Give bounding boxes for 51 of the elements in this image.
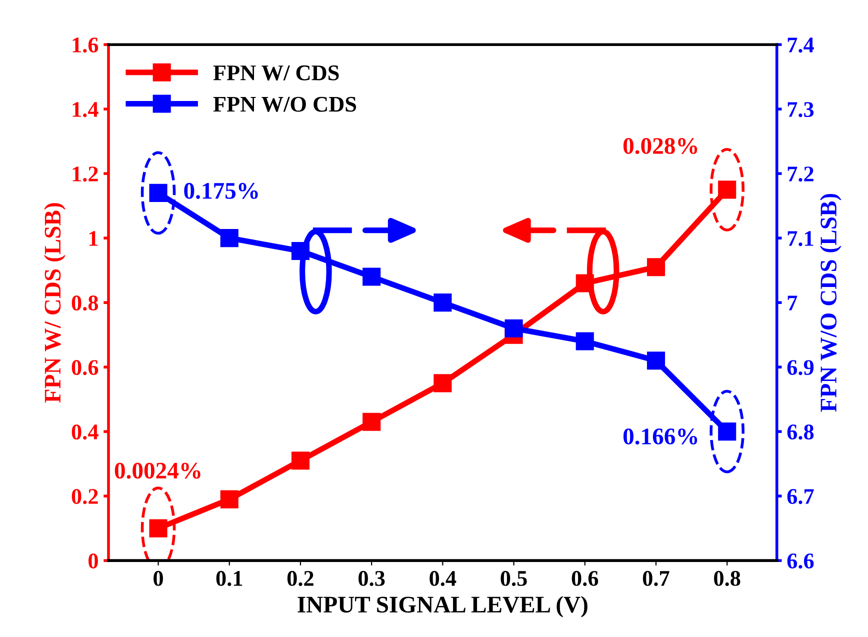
y2-tick-label: 6.8 [787, 424, 814, 440]
x-tick-label: 0.8 [714, 570, 740, 586]
annotation: 0.166% [623, 428, 698, 445]
point [576, 332, 594, 350]
y2-tick-label: 7.4 [788, 38, 814, 53]
y-tick-label: 0 [88, 553, 98, 568]
x-tick-label: 0.4 [430, 570, 456, 586]
y2-tick-label: 6.6 [787, 554, 814, 569]
x-tick-label: 0 [154, 570, 163, 586]
legend-label: FPN W/O CDS [213, 96, 356, 112]
legend-label: FPN W/ CDS [213, 65, 339, 80]
point [220, 229, 238, 248]
x-tick-label: 0.5 [500, 570, 527, 586]
x-tick-label: 0.6 [572, 570, 598, 586]
x-tick-label: 0.2 [287, 570, 314, 586]
y2-tick-label: 7.2 [788, 166, 814, 182]
point [362, 412, 381, 431]
point [291, 242, 310, 260]
x-tick-label: 0.3 [358, 570, 385, 586]
point [646, 258, 666, 276]
y-tick-label: 1.2 [72, 166, 98, 182]
point [434, 374, 452, 392]
y2-tick-label: 7.3 [788, 102, 814, 118]
y-tick-label: 0.8 [72, 296, 98, 311]
point [149, 184, 168, 202]
x-axis-title: INPUT SIGNAL LEVEL (V) [298, 596, 588, 618]
x-tick-label: 0.1 [216, 570, 242, 586]
y2-tick-label: 7.1 [788, 231, 814, 246]
y2-axis-title: FPN W/O CDS (LSB) [820, 194, 842, 412]
annotation: 0.0024% [114, 462, 200, 479]
point [220, 490, 238, 508]
annotation: 0.028% [623, 138, 698, 154]
y-tick-label: 1.4 [72, 102, 98, 118]
x-tick-label: 0.7 [642, 570, 670, 586]
y-tick-label: 0.4 [72, 424, 98, 440]
point [718, 422, 736, 441]
y-tick-label: 1 [89, 231, 98, 246]
annotation: 0.175% [184, 182, 258, 199]
point [434, 294, 452, 312]
y-axis-title: FPN W/ CDS (LSB) [44, 203, 66, 403]
y2-tick-label: 6.7 [787, 489, 814, 504]
y-tick-label: 0.2 [72, 488, 98, 504]
point [504, 319, 523, 338]
point [291, 452, 310, 470]
y2-tick-label: 6.9 [787, 360, 814, 376]
y2-tick-label: 7 [788, 296, 798, 310]
y-tick-label: 0.6 [72, 360, 98, 376]
y-tick-label: 1.6 [72, 38, 98, 53]
point [718, 180, 736, 199]
point [362, 268, 381, 286]
point [646, 352, 666, 370]
